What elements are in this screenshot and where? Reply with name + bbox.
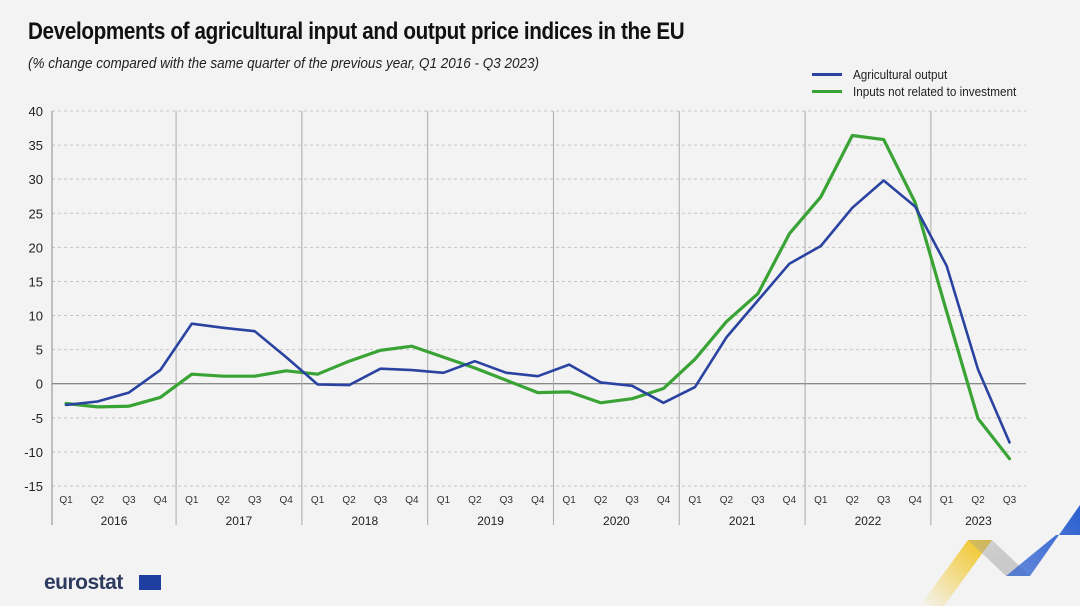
x-tick-label: Q4 — [657, 495, 671, 506]
y-tick-label: 40 — [29, 104, 43, 119]
x-tick-label: Q2 — [720, 495, 734, 506]
chart-legend: Agricultural output Inputs not related t… — [812, 66, 1034, 100]
y-tick-label: 25 — [29, 206, 43, 221]
year-label: 2018 — [351, 514, 378, 528]
legend-swatch-inputs — [812, 90, 842, 93]
x-tick-label: Q3 — [625, 495, 639, 506]
line-chart: -15 -10 -5 0 5 10 15 20 25 30 35 40 Q1 Q2 Q3 Q4 Q1 Q2 Q3 Q4… — [24, 104, 1026, 528]
legend-label-inputs: Inputs not related to investment — [853, 84, 1017, 99]
x-tick-label: Q4 — [279, 495, 293, 506]
year-label: 2017 — [226, 514, 253, 528]
year-label: 2019 — [477, 514, 504, 528]
x-tick-label: Q2 — [846, 495, 860, 506]
chart-subtitle: (% change compared with the same quarter… — [28, 55, 540, 72]
x-tick-label: Q1 — [437, 495, 451, 506]
x-tick-label: Q3 — [500, 495, 514, 506]
x-tick-label: Q3 — [751, 495, 765, 506]
series-line-agricultural-output — [64, 179, 1011, 444]
legend-item-inputs: Inputs not related to investment — [812, 83, 1034, 100]
year-label: 2020 — [603, 514, 630, 528]
legend-swatch-agricultural-output — [812, 73, 842, 76]
x-tick-label: Q4 — [405, 495, 419, 506]
y-tick-label: -5 — [31, 411, 43, 426]
x-tick-label: Q2 — [91, 495, 105, 506]
year-label: 2022 — [855, 514, 882, 528]
x-tick-label: Q2 — [217, 495, 231, 506]
x-tick-label: Q2 — [971, 495, 985, 506]
x-tick-label: Q3 — [877, 495, 891, 506]
x-tick-label: Q2 — [342, 495, 356, 506]
y-tick-label: 5 — [36, 343, 43, 358]
x-tick-label: Q1 — [59, 495, 73, 506]
y-tick-label: -10 — [24, 445, 43, 460]
x-tick-label: Q3 — [122, 495, 136, 506]
x-tick-label: Q1 — [940, 495, 954, 506]
legend-label-agricultural-output: Agricultural output — [853, 67, 948, 82]
y-tick-label: 35 — [29, 138, 43, 153]
x-tick-label: Q4 — [783, 495, 797, 506]
x-tick-label: Q1 — [311, 495, 325, 506]
eurostat-logo: eurostat — [44, 571, 123, 594]
series-line-inputs-not-related-to-investment — [64, 133, 1012, 461]
y-tick-label: -15 — [24, 479, 43, 494]
year-label: 2023 — [965, 514, 992, 528]
x-tick-label: Q4 — [908, 495, 922, 506]
y-tick-label: 20 — [29, 240, 43, 255]
x-tick-label: Q2 — [468, 495, 482, 506]
chart-title: Developments of agricultural input and o… — [28, 18, 685, 45]
x-tick-label: Q4 — [154, 495, 168, 506]
x-tick-label: Q3 — [374, 495, 388, 506]
y-tick-label: 0 — [36, 377, 43, 392]
y-tick-label: 30 — [29, 172, 43, 187]
x-tick-label: Q4 — [531, 495, 545, 506]
x-tick-label: Q1 — [563, 495, 577, 506]
legend-item-agricultural-output: Agricultural output — [812, 66, 1034, 83]
x-tick-label: Q1 — [688, 495, 702, 506]
footer — [0, 560, 1080, 606]
x-tick-label: Q3 — [248, 495, 262, 506]
y-tick-label: 10 — [29, 309, 43, 324]
x-tick-label: Q1 — [814, 495, 828, 506]
eu-flag-icon — [139, 575, 161, 590]
x-tick-label: Q1 — [185, 495, 199, 506]
x-tick-label: Q3 — [1003, 495, 1017, 506]
x-tick-label: Q2 — [594, 495, 608, 506]
year-label: 2016 — [101, 514, 128, 528]
y-tick-label: 15 — [29, 274, 43, 289]
year-label: 2021 — [729, 514, 756, 528]
